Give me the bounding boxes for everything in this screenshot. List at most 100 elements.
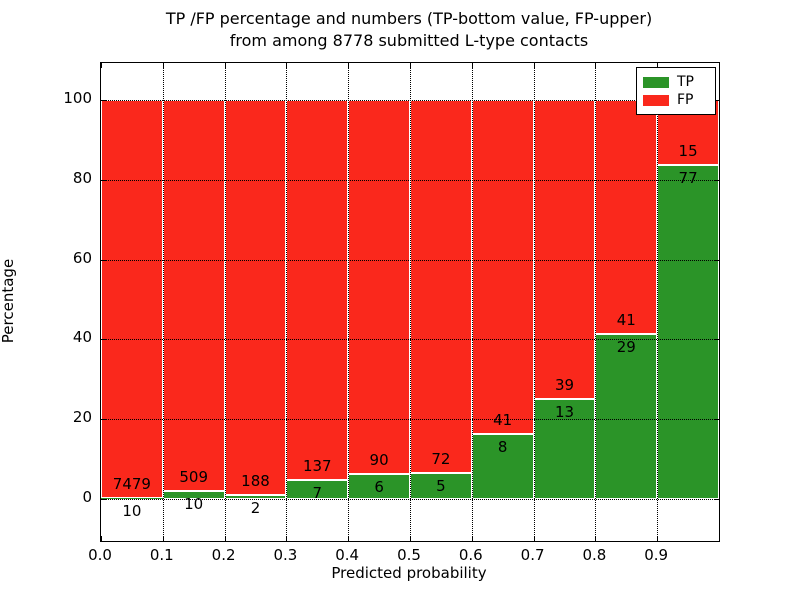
x-tick-bottom (595, 536, 597, 541)
tp-bar-segment (471, 433, 534, 499)
fp-count-label: 15 (678, 142, 698, 161)
tp-count-label: 10 (122, 502, 142, 521)
y-axis-label: Percentage (0, 258, 17, 344)
x-tick-label: 0.8 (582, 546, 607, 564)
x-tick-top (348, 63, 350, 68)
x-tick-label: 0.7 (520, 546, 545, 564)
x-tick-top (471, 63, 473, 68)
x-tick-top (224, 63, 226, 68)
x-tick-top (162, 63, 164, 68)
fp-bar-segment (471, 100, 534, 434)
y-tick-right (714, 419, 719, 421)
fp-bar-segment (595, 100, 658, 334)
y-tick-label: 80 (72, 168, 92, 187)
fp-count-label: 90 (369, 451, 389, 470)
tp-count-label: 29 (616, 337, 636, 356)
fp-bar-segment (162, 100, 225, 492)
fp-swatch-icon (643, 94, 669, 106)
x-tick-bottom (410, 536, 411, 541)
x-tick-top (595, 63, 597, 68)
tp-count-label: 10 (184, 495, 204, 514)
y-tick-label: 0 (82, 488, 92, 506)
y-tick-label: 100 (63, 89, 92, 107)
v-gridline (162, 63, 164, 541)
tp-bar-segment (657, 165, 719, 499)
chart-title-line1: TP /FP percentage and numbers (TP-bottom… (165, 9, 653, 28)
fp-bar-segment (410, 100, 472, 474)
legend-fp-label: FP (677, 92, 694, 108)
fp-count-label: 41 (493, 410, 513, 429)
tp-count-label: 8 (497, 437, 508, 456)
x-tick-label: 0.5 (397, 546, 421, 564)
x-tick-bottom (286, 536, 288, 541)
tp-count-label: 5 (436, 477, 446, 496)
tp-count-label: 6 (374, 478, 384, 497)
x-tick-label: 0.0 (88, 546, 112, 564)
fp-bar-segment (348, 100, 410, 475)
legend-tp-label: TP (677, 74, 694, 90)
x-tick-label: 0.2 (211, 546, 236, 564)
tp-count-label: 7 (312, 483, 323, 502)
x-axis-label: Predicted probability (331, 564, 487, 582)
y-tick-left (101, 179, 106, 181)
tp-bar-segment (410, 473, 472, 499)
x-tick-bottom (657, 536, 659, 541)
x-tick-bottom (348, 536, 350, 541)
y-tick-label: 40 (72, 328, 92, 347)
tp-bar-segment (595, 333, 658, 499)
tp-swatch-icon (643, 76, 669, 88)
tp-bar-segment (533, 399, 596, 499)
tp-count-label: 77 (678, 169, 698, 188)
y-tick-right (714, 100, 719, 101)
x-tick-label: 0.9 (644, 546, 669, 564)
x-tick-bottom (162, 536, 164, 541)
y-tick-left (101, 100, 106, 101)
x-tick-top (101, 63, 102, 68)
x-tick-top (286, 63, 288, 68)
legend: TP FP (636, 67, 716, 115)
y-tick-label: 20 (72, 408, 92, 427)
x-tick-bottom (101, 536, 102, 541)
fp-count-label: 188 (241, 471, 270, 490)
fp-count-label: 39 (554, 376, 575, 395)
x-tick-top (533, 63, 535, 68)
tp-bar-segment (348, 474, 410, 499)
legend-row-fp: FP (643, 91, 709, 109)
x-tick-label: 0.1 (149, 546, 174, 564)
v-gridline (533, 63, 535, 541)
fp-count-label: 509 (179, 468, 209, 487)
y-tick-right (714, 259, 719, 261)
fp-bar-segment (533, 100, 596, 400)
x-tick-label: 0.3 (273, 546, 298, 564)
tp-count-label: 2 (250, 498, 261, 517)
y-tick-right (714, 499, 719, 500)
v-gridline (657, 63, 659, 541)
y-tick-left (101, 419, 106, 421)
tp-count-label: 13 (554, 403, 575, 422)
x-tick-top (410, 63, 411, 68)
y-tick-left (101, 499, 106, 500)
tp-bar-segment (101, 498, 163, 500)
x-tick-label: 0.6 (458, 546, 483, 564)
chart-title-line2: from among 8778 submitted L-type contact… (229, 31, 589, 50)
fp-count-label: 72 (431, 450, 451, 469)
x-tick-top (657, 63, 659, 68)
v-gridline (595, 63, 597, 541)
legend-row-tp: TP (643, 73, 709, 91)
y-tick-left (101, 259, 106, 261)
fp-count-label: 137 (302, 456, 332, 475)
y-tick-label: 60 (72, 248, 92, 267)
fp-bar-segment (224, 100, 287, 495)
v-gridline (286, 63, 288, 541)
v-gridline (471, 63, 473, 541)
x-tick-bottom (533, 536, 535, 541)
y-tick-left (101, 339, 106, 341)
y-tick-right (714, 179, 719, 181)
v-gridline (348, 63, 350, 541)
fp-bar-segment (101, 100, 163, 499)
plot-area: 7479 10 509 10 188 2 137 7 90 6 72 5 41 8 39 13 41 29 15 77… (100, 62, 720, 542)
fp-bar-segment (286, 100, 349, 480)
x-tick-bottom (471, 536, 473, 541)
x-tick-label: 0.4 (335, 546, 360, 564)
